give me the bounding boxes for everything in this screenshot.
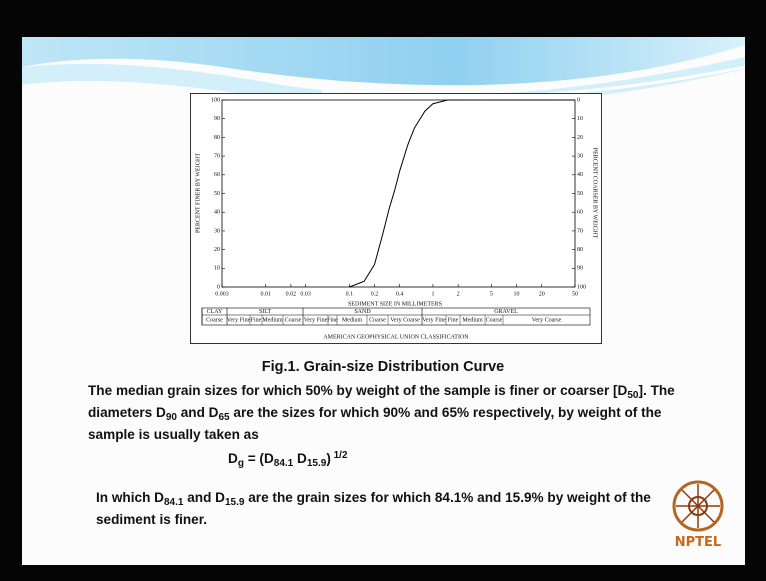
x-tick-label: 0.02 bbox=[286, 291, 297, 297]
class-name: Medium bbox=[262, 317, 283, 323]
y-tick-label: 60 bbox=[214, 172, 220, 178]
class-name: Medium bbox=[462, 317, 483, 323]
text: are the sizes for which 90% and 65% resp… bbox=[88, 405, 662, 442]
figure: SEDIMENT SIZE IN MILLIMETERS PERCENT FIN… bbox=[190, 93, 602, 344]
x-tick-label: 20 bbox=[539, 291, 545, 297]
x-tick-label: 10 bbox=[514, 291, 520, 297]
class-group: CLAY bbox=[207, 309, 223, 315]
superscript: 1/2 bbox=[331, 450, 348, 461]
x-axis-label: SEDIMENT SIZE IN MILLIMETERS bbox=[348, 301, 442, 307]
text: = (D bbox=[244, 451, 274, 466]
y-tick-label: 100 bbox=[211, 97, 220, 103]
class-name: Very Fine bbox=[304, 317, 328, 323]
x-tick-label: 1 bbox=[431, 291, 434, 297]
subscript: 15.9 bbox=[307, 458, 326, 469]
y2-tick-label: 40 bbox=[577, 172, 583, 178]
text: D bbox=[228, 451, 238, 466]
class-name: Coarse bbox=[369, 317, 386, 323]
y2-tick-label: 80 bbox=[577, 247, 583, 253]
x-tick-label: 0.1 bbox=[346, 291, 354, 297]
x-tick-label: 0.01 bbox=[260, 291, 271, 297]
subscript: 84.1 bbox=[164, 497, 183, 508]
y-tick-label: 10 bbox=[214, 266, 220, 272]
y2-axis-label: PERCENT COARSER BY WEIGHT bbox=[592, 148, 598, 239]
y-tick-label: 80 bbox=[214, 135, 220, 141]
paragraph: In which D84.1 and D15.9 are the grain s… bbox=[96, 487, 666, 531]
class-name: Fine bbox=[327, 317, 338, 323]
subscript: 15.9 bbox=[225, 497, 244, 508]
equation: Dg = (D84.1 D15.9) 1/2 bbox=[228, 448, 348, 470]
y2-tick-label: 70 bbox=[577, 228, 583, 234]
class-name: Coarse bbox=[206, 317, 223, 323]
class-name: Very Coarse bbox=[390, 317, 420, 323]
subscript: 90 bbox=[166, 412, 177, 423]
y2-tick-label: 30 bbox=[577, 153, 583, 159]
text: and D bbox=[183, 490, 225, 505]
class-name: Coarse bbox=[486, 317, 503, 323]
y2-tick-label: 10 bbox=[577, 116, 583, 122]
class-name: Very Fine bbox=[227, 317, 251, 323]
y-tick-label: 50 bbox=[214, 191, 220, 197]
class-group: SAND bbox=[354, 309, 371, 315]
y2-tick-label: 60 bbox=[577, 210, 583, 216]
y-tick-label: 90 bbox=[214, 116, 220, 122]
text: D bbox=[293, 451, 307, 466]
subscript: 65 bbox=[219, 412, 230, 423]
y-tick-label: 40 bbox=[214, 210, 220, 216]
x-tick-label: 0.2 bbox=[371, 291, 379, 297]
class-group: SILT bbox=[259, 309, 271, 315]
x-tick-label: 50 bbox=[572, 291, 578, 297]
page: SEDIMENT SIZE IN MILLIMETERS PERCENT FIN… bbox=[0, 0, 766, 581]
text: The median grain sizes for which 50% by … bbox=[88, 383, 627, 398]
y-tick-label: 30 bbox=[214, 228, 220, 234]
y-axis-label: PERCENT FINER BY WEIGHT bbox=[195, 153, 201, 233]
logo-text: NPTEL bbox=[675, 535, 721, 550]
subscript: 84.1 bbox=[274, 458, 293, 469]
class-name: Very Fine bbox=[422, 317, 446, 323]
class-name: Medium bbox=[342, 317, 363, 323]
y2-tick-label: 100 bbox=[577, 284, 586, 290]
x-tick-label: 5 bbox=[490, 291, 493, 297]
y-tick-label: 20 bbox=[214, 247, 220, 253]
text: are the grain sizes for which 84.1% and … bbox=[96, 490, 651, 527]
x-tick-label: 0.4 bbox=[396, 291, 404, 297]
figure-caption: Fig.1. Grain-size Distribution Curve bbox=[0, 356, 766, 378]
class-name: Fine bbox=[448, 317, 459, 323]
class-name: Coarse bbox=[285, 317, 302, 323]
y2-tick-label: 20 bbox=[577, 135, 583, 141]
paragraph: The median grain sizes for which 50% by … bbox=[88, 380, 688, 446]
class-name: Very Coarse bbox=[532, 317, 562, 323]
logo-spokes bbox=[676, 484, 720, 528]
class-name: Fine bbox=[251, 317, 262, 323]
x-tick-label: 2 bbox=[457, 291, 460, 297]
text: and D bbox=[177, 405, 219, 420]
y2-tick-label: 90 bbox=[577, 266, 583, 272]
class-group: GRAVEL bbox=[494, 309, 518, 315]
y-tick-label: 70 bbox=[214, 153, 220, 159]
x-tick-label: 0.03 bbox=[300, 291, 311, 297]
x-tick-label: 0.003 bbox=[215, 291, 229, 297]
nptel-logo: NPTEL bbox=[658, 474, 738, 554]
classification-caption: AMERICAN GEOPHYSICAL UNION CLASSIFICATIO… bbox=[323, 334, 469, 340]
y2-tick-label: 0 bbox=[577, 97, 580, 103]
subscript: 50 bbox=[627, 390, 638, 401]
text: In which D bbox=[96, 490, 164, 505]
y2-tick-label: 50 bbox=[577, 191, 583, 197]
y-tick-label: 0 bbox=[217, 284, 220, 290]
